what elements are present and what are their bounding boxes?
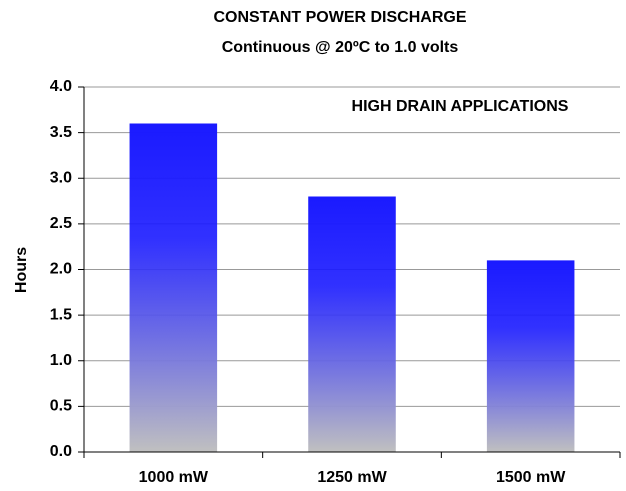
y-tick-label: 2.5 <box>50 215 72 232</box>
bar <box>308 196 396 452</box>
chart-subtitle: Continuous @ 20ºC to 1.0 volts <box>222 39 459 56</box>
chart-title: CONSTANT POWER DISCHARGE <box>213 9 466 26</box>
y-axis-label: Hours <box>13 247 30 293</box>
y-tick-label: 2.0 <box>50 261 72 278</box>
y-tick-label: 0.0 <box>50 443 72 460</box>
y-tick-label: 1.5 <box>50 306 72 323</box>
bar <box>129 123 218 452</box>
bar <box>486 260 575 452</box>
y-tick-label: 4.0 <box>50 78 72 95</box>
y-tick-label: 3.0 <box>50 169 72 186</box>
x-tick-label: 1500 mW <box>496 469 566 486</box>
annotation: HIGH DRAIN APPLICATIONS <box>352 98 569 115</box>
y-tick-label: 3.5 <box>50 124 72 141</box>
x-tick-label: 1000 mW <box>139 469 209 486</box>
y-tick-label: 0.5 <box>50 398 72 415</box>
x-tick-label: 1250 mW <box>317 469 387 486</box>
y-tick-label: 1.0 <box>50 352 72 369</box>
